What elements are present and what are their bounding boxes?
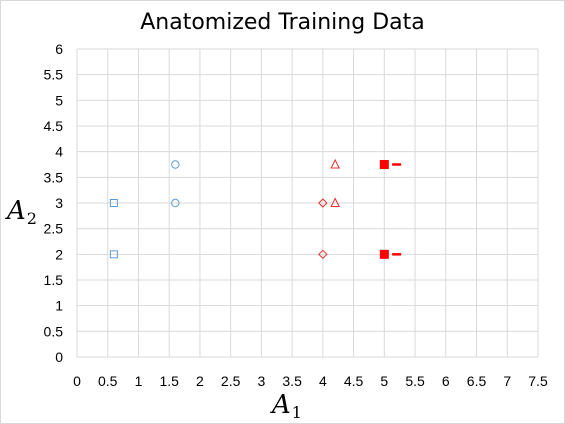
chart-title: Anatomized Training Data <box>140 10 425 35</box>
y-tick-label: 6 <box>55 41 63 57</box>
data-point-triangle-open <box>330 158 340 169</box>
y-tick-label: 1 <box>55 298 63 314</box>
x-tick-label: 6.5 <box>467 373 487 389</box>
x-tick-label: 4.5 <box>344 373 364 389</box>
x-tick-label: 0.5 <box>98 373 118 389</box>
data-point-circle-open <box>171 160 180 169</box>
x-tick-label: 5.5 <box>405 373 425 389</box>
data-point-diamond-open <box>318 249 328 260</box>
y-tick-label: 3.5 <box>44 169 64 185</box>
data-point-triangle-open <box>330 197 340 207</box>
y-tick-label: 5 <box>55 92 63 108</box>
x-tick-label: 5 <box>380 373 388 389</box>
data-point-circle-open <box>171 198 180 208</box>
y-tick-label: 2.5 <box>44 221 64 237</box>
tick-label-layer: 0 0.5 1 1.5 2 2.5 3 3.5 4 4.5 5 5.5 6 6.5 7 7.5 0 0.5 1 1.5… <box>44 41 548 389</box>
y-tick-label: 5.5 <box>44 67 64 83</box>
x-tick-label: 2 <box>196 373 204 389</box>
y-tick-label: 4.5 <box>44 118 64 134</box>
data-point-square-filled <box>379 249 389 259</box>
y-tick-label: 4 <box>55 144 63 160</box>
y-tick-label: 0.5 <box>44 323 64 339</box>
x-tick-label: 2.5 <box>221 373 241 389</box>
y-tick-label: 1.5 <box>44 272 64 288</box>
grid-layer <box>76 48 539 358</box>
x-tick-label: 1 <box>135 373 143 389</box>
data-point-layer <box>109 158 402 260</box>
y-tick-label: 3 <box>55 195 63 211</box>
x-tick-label: 6 <box>442 373 450 389</box>
x-axis-title: A1 <box>270 390 302 422</box>
data-point-square-open <box>109 250 118 259</box>
y-tick-label: 2 <box>55 246 63 262</box>
data-point-square-filled <box>379 160 389 169</box>
x-tick-label: 3 <box>258 373 266 389</box>
x-tick-label: 4 <box>319 373 327 389</box>
x-tick-label: 0 <box>73 373 81 389</box>
data-point-diamond-open <box>318 198 328 208</box>
x-tick-label: 7 <box>503 373 511 389</box>
data-point-square-open <box>109 199 118 207</box>
x-tick-label: 1.5 <box>159 373 179 389</box>
x-tick-label: 7.5 <box>528 373 548 389</box>
x-tick-label: 3.5 <box>282 373 302 389</box>
y-axis-title: A2 <box>5 196 37 228</box>
y-tick-label: 0 <box>55 349 63 365</box>
